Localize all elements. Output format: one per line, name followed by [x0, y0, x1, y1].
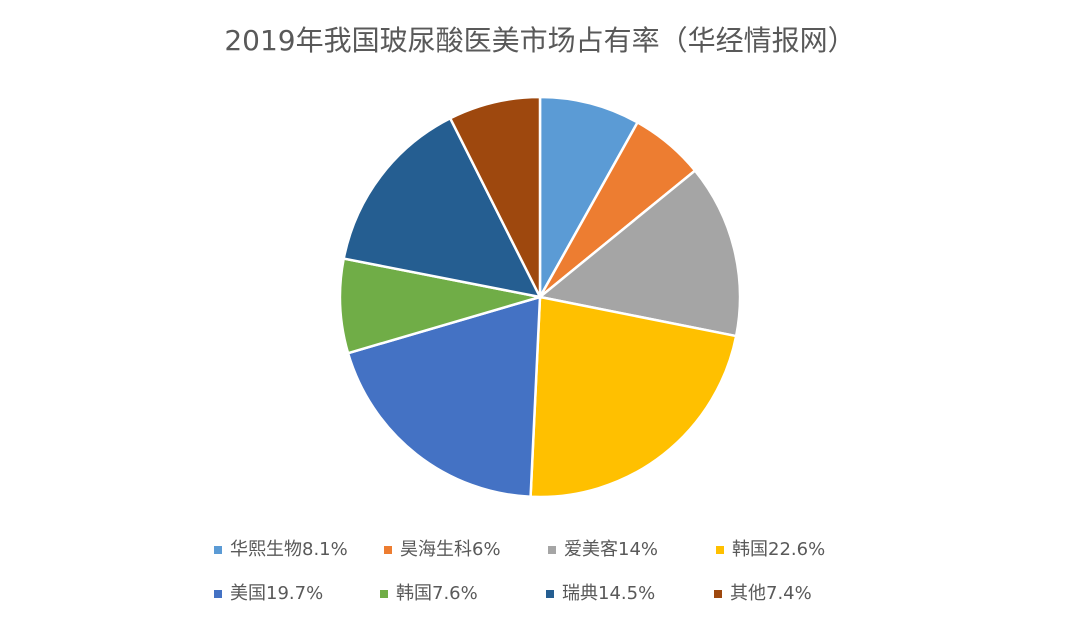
chart-title: 2019年我国玻尿酸医美市场占有率（华经情报网） [224, 24, 855, 57]
legend-label: 美国19.7% [230, 583, 323, 604]
pie-slice [538, 95, 640, 302]
legend-swatch [214, 590, 222, 598]
pie-slice [338, 257, 541, 355]
legend-label: 昊海生科6% [400, 539, 501, 560]
legend-swatch [380, 590, 388, 598]
legend-swatch [716, 546, 724, 554]
legend-swatch [384, 546, 392, 554]
pie-slice [346, 295, 542, 499]
legend-swatch [714, 590, 722, 598]
legend-label: 爱美客14% [564, 539, 658, 560]
legend-swatch [546, 590, 554, 598]
legend-label: 华熙生物8.1% [230, 539, 348, 560]
legend-swatch [214, 546, 222, 554]
pie-slice [529, 295, 738, 499]
legend-label: 韩国7.6% [396, 583, 478, 604]
pie-slice [537, 168, 742, 338]
pie-slice [448, 95, 542, 298]
legend-label: 瑞典14.5% [562, 583, 655, 604]
legend-label: 韩国22.6% [732, 539, 825, 560]
legend-swatch [548, 546, 556, 554]
pie-slice [342, 116, 543, 299]
legend-label: 其他7.4% [730, 583, 812, 604]
